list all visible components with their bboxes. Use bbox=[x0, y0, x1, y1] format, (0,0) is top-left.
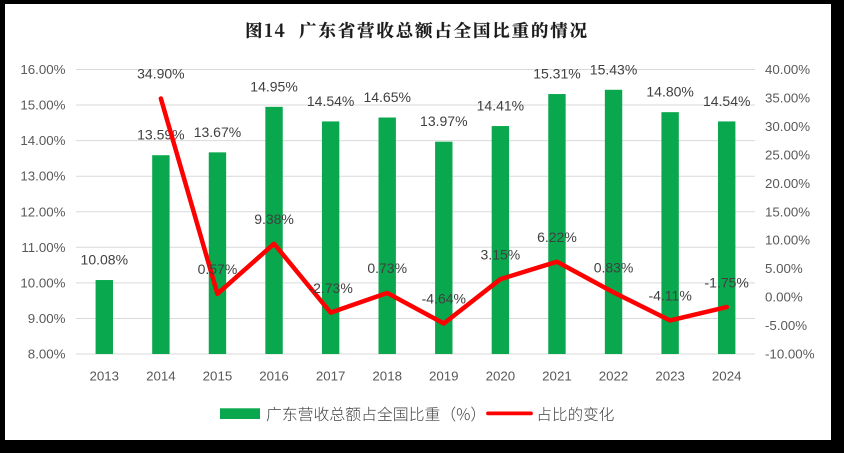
svg-text:10.00%: 10.00% bbox=[765, 233, 810, 248]
svg-text:14.00%: 14.00% bbox=[20, 133, 65, 148]
svg-text:15.00%: 15.00% bbox=[20, 98, 65, 113]
svg-text:2018: 2018 bbox=[372, 368, 402, 383]
svg-text:-4.64%: -4.64% bbox=[422, 291, 466, 307]
svg-text:9.00%: 9.00% bbox=[28, 311, 66, 326]
svg-text:16.00%: 16.00% bbox=[20, 62, 65, 77]
svg-text:2020: 2020 bbox=[486, 368, 516, 383]
svg-text:0.73%: 0.73% bbox=[367, 260, 407, 276]
svg-text:0.57%: 0.57% bbox=[198, 261, 238, 277]
svg-text:40.00%: 40.00% bbox=[765, 62, 810, 77]
svg-text:14.95%: 14.95% bbox=[250, 78, 297, 94]
svg-text:2015: 2015 bbox=[203, 368, 233, 383]
svg-text:35.00%: 35.00% bbox=[765, 90, 810, 105]
svg-text:14.54%: 14.54% bbox=[307, 93, 354, 109]
svg-text:13.97%: 13.97% bbox=[420, 113, 467, 129]
svg-text:14.80%: 14.80% bbox=[646, 84, 693, 100]
svg-text:14.65%: 14.65% bbox=[363, 89, 410, 105]
svg-text:2016: 2016 bbox=[259, 368, 289, 383]
svg-text:2021: 2021 bbox=[542, 368, 572, 383]
svg-text:-4.11%: -4.11% bbox=[648, 288, 691, 304]
svg-text:15.00%: 15.00% bbox=[765, 204, 810, 219]
svg-text:10.08%: 10.08% bbox=[81, 252, 128, 268]
svg-text:9.38%: 9.38% bbox=[254, 211, 294, 227]
svg-text:-1.75%: -1.75% bbox=[705, 274, 749, 290]
svg-text:5.00%: 5.00% bbox=[765, 261, 803, 276]
svg-text:15.31%: 15.31% bbox=[533, 66, 580, 82]
svg-text:12.00%: 12.00% bbox=[20, 204, 65, 219]
svg-text:34.90%: 34.90% bbox=[137, 66, 184, 82]
svg-text:15.43%: 15.43% bbox=[590, 61, 637, 77]
svg-text:6.22%: 6.22% bbox=[537, 229, 577, 245]
svg-text:11.00%: 11.00% bbox=[21, 240, 65, 255]
svg-text:2013: 2013 bbox=[89, 368, 119, 383]
svg-text:10.00%: 10.00% bbox=[20, 275, 65, 290]
svg-text:2022: 2022 bbox=[599, 368, 629, 383]
svg-text:0.00%: 0.00% bbox=[765, 290, 803, 305]
svg-text:-2.73%: -2.73% bbox=[308, 280, 352, 296]
svg-text:2019: 2019 bbox=[429, 368, 459, 383]
svg-text:13.00%: 13.00% bbox=[20, 169, 65, 184]
svg-text:2024: 2024 bbox=[712, 368, 742, 383]
svg-text:14.41%: 14.41% bbox=[477, 98, 524, 114]
svg-text:14.54%: 14.54% bbox=[703, 93, 750, 109]
svg-text:20.00%: 20.00% bbox=[765, 176, 810, 191]
svg-text:-5.00%: -5.00% bbox=[765, 318, 807, 333]
svg-text:0.83%: 0.83% bbox=[594, 260, 634, 276]
svg-text:25.00%: 25.00% bbox=[765, 147, 810, 162]
svg-text:2023: 2023 bbox=[655, 368, 685, 383]
svg-text:30.00%: 30.00% bbox=[765, 119, 810, 134]
svg-text:3.15%: 3.15% bbox=[481, 246, 521, 262]
svg-text:13.67%: 13.67% bbox=[194, 124, 241, 140]
svg-text:2014: 2014 bbox=[146, 368, 176, 383]
svg-text:-10.00%: -10.00% bbox=[765, 347, 815, 362]
svg-text:13.59%: 13.59% bbox=[137, 127, 184, 143]
svg-text:2017: 2017 bbox=[316, 368, 346, 383]
svg-text:8.00%: 8.00% bbox=[28, 347, 66, 362]
